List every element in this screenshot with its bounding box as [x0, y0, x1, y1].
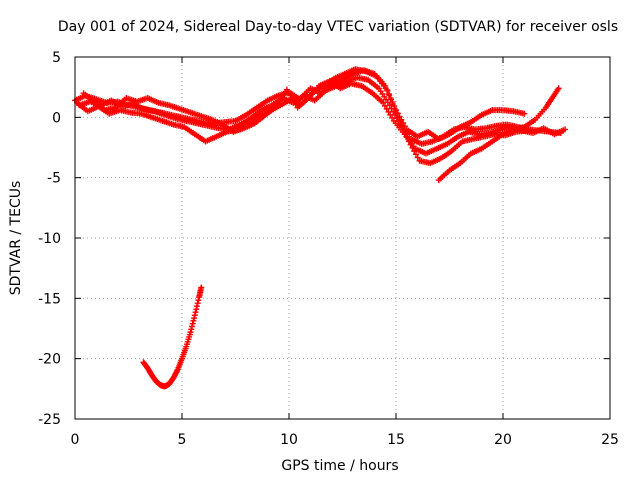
- data-point: [191, 315, 198, 322]
- data-point: [401, 123, 408, 130]
- data-point: [189, 320, 196, 327]
- series-track-f: [140, 284, 205, 390]
- data-point: [411, 148, 418, 155]
- series-track-d: [74, 66, 530, 167]
- data-point: [193, 306, 200, 313]
- data-point: [407, 141, 414, 148]
- data-point: [398, 122, 405, 129]
- data-point: [405, 138, 412, 145]
- data-point: [385, 108, 392, 115]
- y-tick-label: 0: [52, 110, 61, 126]
- series-track-e: [435, 85, 562, 184]
- data-point: [198, 284, 205, 291]
- data-point: [414, 154, 421, 161]
- x-tick-label: 25: [601, 432, 619, 448]
- data-point: [191, 312, 198, 319]
- y-tick-label: 5: [52, 50, 61, 66]
- data-point: [283, 86, 290, 93]
- data-point: [380, 99, 387, 106]
- data-point: [195, 297, 202, 304]
- data-point: [193, 303, 200, 310]
- data-point: [404, 134, 411, 141]
- data-point: [383, 105, 390, 112]
- y-tick-label: -20: [38, 352, 61, 368]
- y-axis-title: SDTVAR / TECUs: [8, 181, 24, 296]
- x-tick-label: 20: [494, 432, 512, 448]
- y-tick-label: -15: [38, 291, 61, 307]
- data-point: [190, 317, 197, 324]
- data-point: [381, 102, 388, 109]
- y-tick-label: -5: [47, 171, 61, 187]
- x-tick-label: 10: [280, 432, 298, 448]
- x-tick-label: 5: [178, 432, 187, 448]
- plot-frame: [74, 56, 611, 420]
- data-point: [396, 118, 403, 125]
- data-point: [389, 101, 396, 108]
- x-axis-title: GPS time / hours: [281, 458, 398, 474]
- x-tick-label: 0: [71, 432, 80, 448]
- data-point: [393, 109, 400, 116]
- data-points: [72, 66, 569, 390]
- data-point: [287, 92, 294, 99]
- data-point: [194, 300, 201, 307]
- data-point: [395, 114, 402, 121]
- data-point: [412, 151, 419, 158]
- data-point: [521, 110, 528, 117]
- x-tick-label: 15: [387, 432, 405, 448]
- data-point: [384, 87, 391, 94]
- chart-title: Day 001 of 2024, Sidereal Day-to-day VTE…: [58, 19, 618, 35]
- y-tick-label: -10: [38, 231, 61, 247]
- data-point: [400, 126, 407, 133]
- data-point: [386, 92, 393, 99]
- data-point: [388, 96, 395, 103]
- data-point: [409, 144, 416, 151]
- data-point: [192, 309, 199, 316]
- data-point: [402, 130, 409, 137]
- data-point: [188, 326, 195, 333]
- data-point: [285, 89, 292, 96]
- data-point: [389, 114, 396, 121]
- data-point: [555, 85, 562, 92]
- data-point: [391, 105, 398, 112]
- y-tick-label: -25: [38, 412, 61, 428]
- data-point: [188, 323, 195, 330]
- data-point: [187, 329, 194, 336]
- data-point: [562, 126, 569, 133]
- data-point: [387, 111, 394, 118]
